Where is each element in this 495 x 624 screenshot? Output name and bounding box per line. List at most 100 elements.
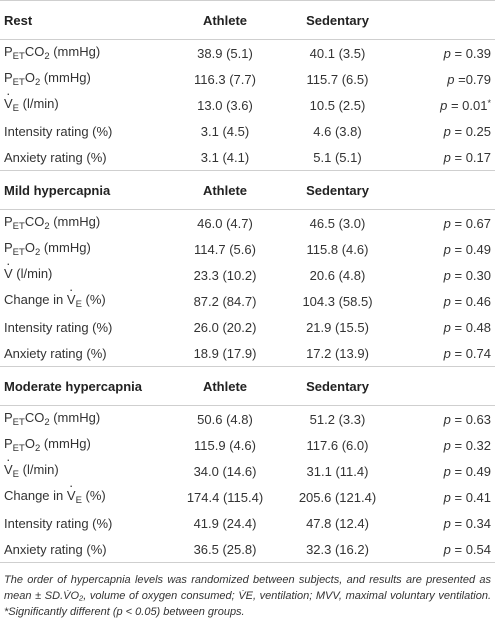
p-value: p = 0.63 — [395, 405, 495, 432]
table-row: PETO2 (mmHg) 115.9 (4.6) 117.6 (6.0) p = 0.… — [0, 432, 495, 458]
table-row: PETCO2 (mmHg) 38.9 (5.1) 40.1 (3.5) p = 0.3… — [0, 39, 495, 66]
label-subscript: ET — [12, 417, 25, 428]
athlete-value: 50.6 (4.8) — [170, 405, 280, 432]
sedentary-value: 51.2 (3.3) — [280, 405, 395, 432]
label-main: Change in V — [4, 488, 76, 503]
column-header-athlete: Athlete — [170, 170, 280, 210]
label-subscript: ET — [12, 51, 25, 62]
p-value: p = 0.34 — [443, 515, 491, 531]
athlete-value: 87.2 (84.7) — [193, 293, 257, 309]
p-value: p = 0.01* — [440, 97, 491, 113]
sedentary-value: 115.8 (4.6) — [306, 241, 369, 257]
athlete-value: 3.1 (4.1) — [200, 149, 250, 165]
section-header-row: Moderate hypercapnia Athlete Sedentary — [0, 366, 495, 406]
athlete-value: 34.0 (14.6) — [193, 463, 257, 479]
p-value: p = 0.25 — [443, 123, 491, 139]
p-value: p = 0.49 — [443, 241, 491, 257]
sedentary-value: 117.6 (6.0) — [306, 437, 369, 453]
label-main: P — [4, 70, 13, 85]
p-value: p = 0.49 — [443, 463, 491, 479]
label-subscript: 2 — [34, 77, 41, 88]
row-label: PETO2 (mmHg) — [0, 236, 170, 262]
label-subscript: 2 — [44, 51, 50, 62]
athlete-value: 26.0 (20.2) — [193, 319, 257, 335]
p-value: p = 0.48 — [443, 319, 491, 335]
row-label: Change in VE (%) — [0, 484, 170, 510]
label-unit: (mmHg) — [49, 410, 101, 425]
label-unit: (mmHg) — [49, 214, 101, 229]
table-row: Change in VE (%) 87.2 (84.7) 104.3 (58.5) p… — [0, 288, 495, 314]
section-title: Mild hypercapnia — [0, 170, 170, 210]
row-label: Change in VE (%) — [0, 288, 170, 314]
label-subscript: 2 — [44, 221, 50, 232]
label-subscript: ET — [12, 443, 25, 454]
row-label: Intensity rating (%) — [4, 123, 113, 139]
p-value: p = 0.67 — [395, 209, 495, 236]
athlete-value: 23.3 (10.2) — [193, 267, 257, 283]
row-label: PETCO2 (mmHg) — [0, 405, 170, 432]
label-unit: (mmHg) — [40, 240, 91, 255]
athlete-value: 115.9 (4.6) — [194, 437, 256, 453]
label-subscript: 2 — [34, 443, 41, 454]
table-row: Intensity rating (%) 3.1 (4.5) 4.6 (3.8) p … — [0, 118, 495, 144]
label-subscript: E — [12, 469, 20, 480]
label-main: Change in V — [4, 292, 76, 307]
label-gas: O — [24, 70, 35, 85]
section-header-row: Rest Athlete Sedentary — [0, 0, 495, 40]
athlete-value: 13.0 (3.6) — [197, 97, 253, 113]
p-value: p = 0.54 — [395, 536, 495, 563]
table-row: V (l/min) 23.3 (10.2) 20.6 (4.8) p = 0.30 — [0, 262, 495, 288]
label-subscript: 2 — [44, 417, 50, 428]
row-label: VE (l/min) — [0, 92, 170, 118]
table-footnote: The order of hypercapnia levels was rand… — [4, 574, 491, 618]
athlete-value: 46.0 (4.7) — [170, 209, 280, 236]
sedentary-value: 10.5 (2.5) — [309, 97, 366, 113]
row-label: PETO2 (mmHg) — [0, 432, 170, 458]
table-row: PETO2 (mmHg) 114.7 (5.6) 115.8 (4.6) p = 0.… — [0, 236, 495, 262]
p-value: p = 0.39 — [395, 39, 495, 66]
row-label: Intensity rating (%) — [4, 319, 113, 335]
sedentary-value: 47.8 (12.4) — [306, 515, 369, 531]
label-main: V — [4, 96, 13, 111]
results-table: Rest Athlete Sedentary PETCO2 (mmHg) 38.9 (5… — [0, 0, 495, 563]
label-main: P — [4, 214, 13, 229]
label-unit: (%) — [81, 488, 106, 503]
p-value: p = 0.41 — [443, 489, 491, 505]
label-main: P — [4, 436, 13, 451]
column-header-athlete: Athlete — [170, 0, 280, 40]
label-main: P — [4, 44, 13, 59]
label-unit: (%) — [81, 292, 106, 307]
label-subscript: ET — [12, 247, 25, 258]
table-row: VE (l/min) 13.0 (3.6) 10.5 (2.5) p = 0.01* — [0, 92, 495, 118]
label-main: V — [4, 462, 13, 477]
row-label: VE (l/min) — [0, 458, 170, 484]
sedentary-value: 17.2 (13.9) — [306, 345, 369, 361]
label-unit: (l/min) — [19, 462, 59, 477]
sedentary-value: 31.1 (11.4) — [306, 463, 369, 479]
athlete-value: 3.1 (4.5) — [200, 123, 250, 139]
row-label: PETO2 (mmHg) — [0, 66, 170, 92]
label-subscript: ET — [12, 221, 25, 232]
row-label: Intensity rating (%) — [4, 515, 113, 531]
table-row: Anxiety rating (%) 3.1 (4.1) 5.1 (5.1) p = … — [0, 144, 495, 171]
label-main: P — [4, 240, 13, 255]
sedentary-value: 205.6 (121.4) — [298, 489, 377, 505]
label-subscript: E — [75, 299, 82, 310]
row-label: Anxiety rating (%) — [4, 149, 107, 165]
sedentary-value: 5.1 (5.1) — [313, 149, 362, 165]
table-row: Anxiety rating (%) 36.5 (25.8) 32.3 (16.2)… — [0, 536, 495, 563]
sedentary-value: 4.6 (3.8) — [313, 123, 362, 139]
label-gas: CO — [24, 410, 45, 425]
row-label: Anxiety rating (%) — [4, 345, 107, 361]
label-main: V — [4, 266, 13, 281]
p-value: p = 0.46 — [443, 293, 491, 309]
label-subscript: E — [75, 495, 82, 506]
sedentary-value: 115.7 (6.5) — [306, 71, 369, 87]
p-value: p = 0.30 — [443, 267, 491, 283]
column-header-sedentary: Sedentary — [280, 170, 395, 210]
section-header-row: Mild hypercapnia Athlete Sedentary — [0, 170, 495, 210]
sedentary-value: 21.9 (15.5) — [306, 319, 369, 335]
table-row: VE (l/min) 34.0 (14.6) 31.1 (11.4) p = 0.49 — [0, 458, 495, 484]
label-subscript: ET — [12, 77, 25, 88]
